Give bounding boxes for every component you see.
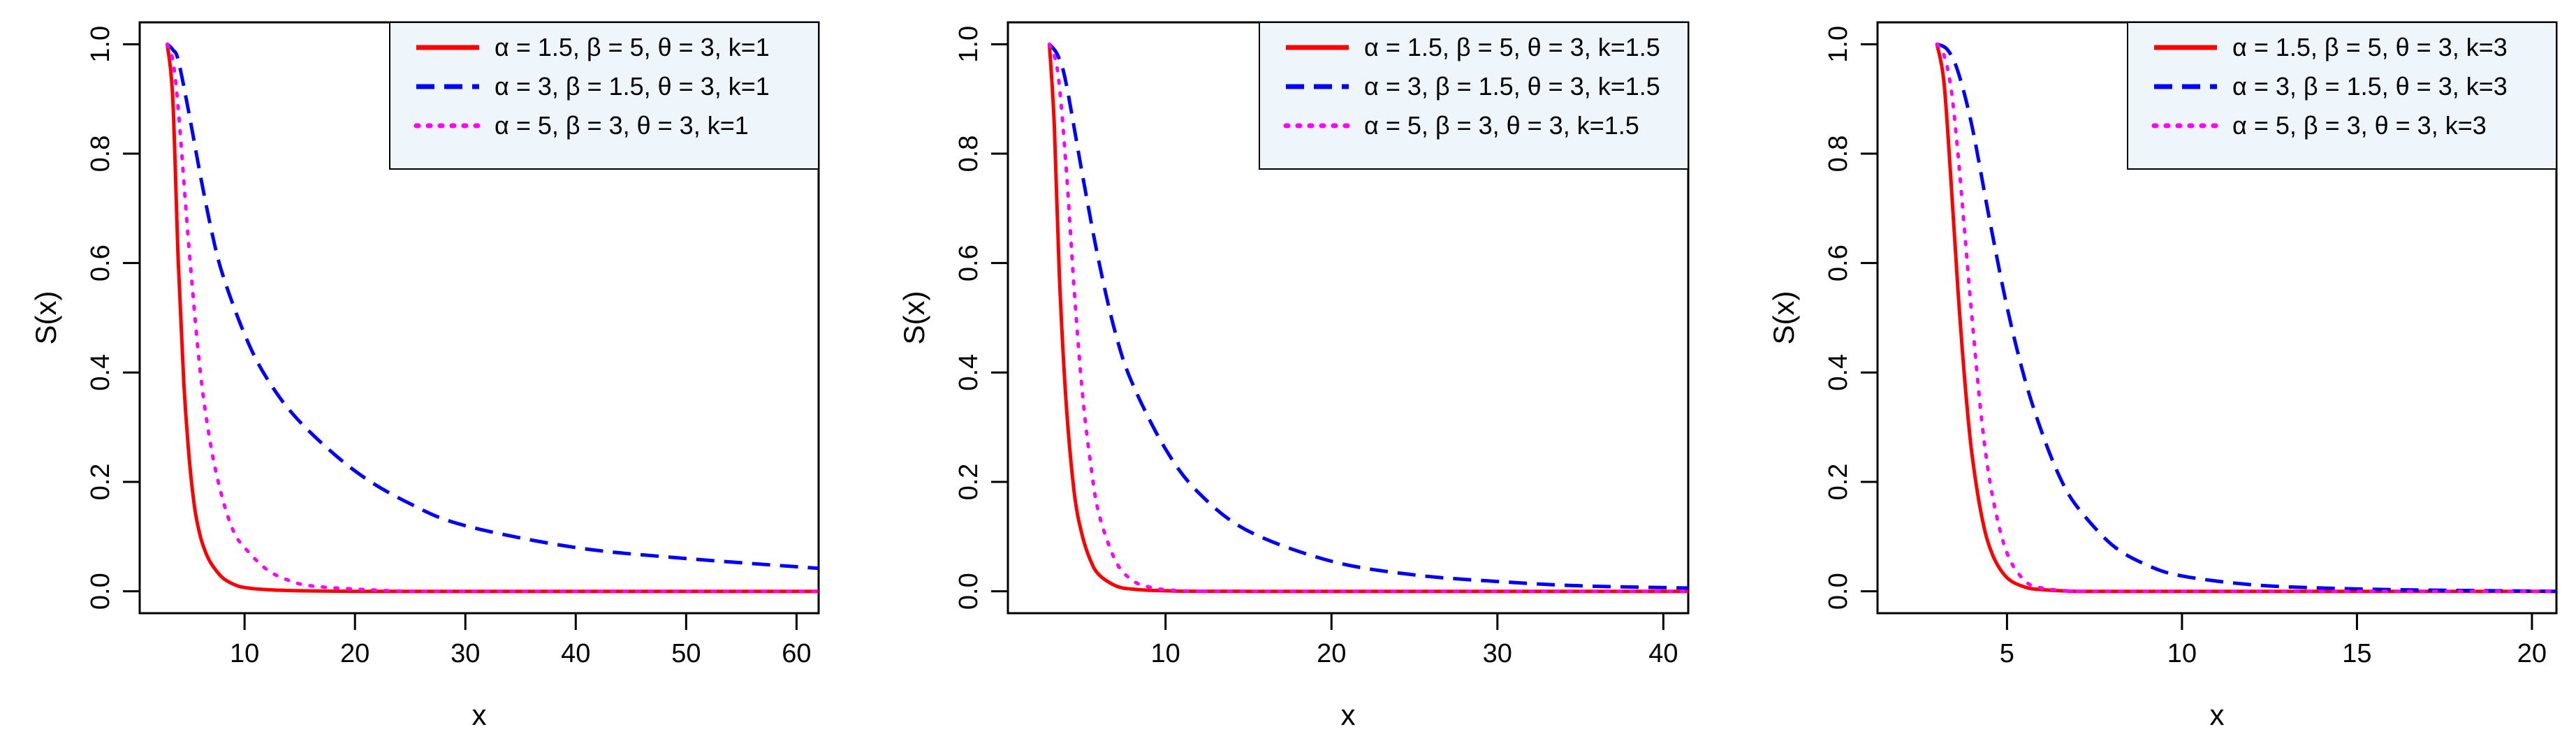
panel-2: 0.0 0.2 0.4 0.6 0.8 1.0 10 20 30 40 x S(x) α = 1.5, … — [898, 21, 1690, 731]
series-line-1 — [1935, 43, 2556, 594]
legend: α = 1.5, β = 5, θ = 3, k=3 α = 3, β = 1.5… — [2127, 22, 2557, 170]
legend: α = 1.5, β = 5, θ = 3, k=1 α = 3, β = 1.5… — [389, 22, 819, 170]
x-tick-label: 20 — [2517, 639, 2547, 668]
panel-1: 0.0 0.2 0.4 0.6 0.8 1.0 10 20 30 40 50 60 x S(x) α = 1… — [29, 21, 820, 731]
y-tick-label: 1.0 — [954, 26, 983, 63]
legend-label: α = 3, β = 1.5, θ = 3, k=1.5 — [1364, 72, 1660, 101]
y-axis-label: S(x) — [29, 291, 62, 345]
x-tick-label: 30 — [451, 639, 480, 668]
x-tick-label: 20 — [340, 639, 369, 668]
y-tick-label: 0.2 — [86, 464, 115, 501]
legend-label: α = 1.5, β = 5, θ = 3, k=1.5 — [1364, 33, 1660, 61]
legend-label: α = 1.5, β = 5, θ = 3, k=3 — [2232, 33, 2508, 61]
series-line-1 — [166, 44, 819, 594]
x-axis-label: x — [2210, 698, 2225, 731]
y-tick-label: 0.0 — [954, 573, 983, 610]
legend-label: α = 5, β = 3, θ = 3, k=3 — [2232, 111, 2487, 140]
x-axis-label: x — [1341, 698, 1356, 731]
x-axis-label: x — [472, 698, 487, 731]
y-axis-label: S(x) — [1767, 291, 1800, 345]
x-tick-label: 50 — [671, 639, 701, 668]
y-tick-label: 1.0 — [86, 26, 115, 63]
x-tick-label: 10 — [230, 639, 259, 668]
y-tick-label: 0.4 — [86, 354, 115, 391]
x-tick-label: 20 — [1317, 639, 1346, 668]
y-tick-label: 0.8 — [954, 135, 983, 173]
series-line-3 — [166, 42, 819, 594]
x-tick-label: 30 — [1483, 639, 1512, 668]
y-tick-label: 0.0 — [1824, 573, 1853, 610]
y-tick-label: 0.6 — [1824, 244, 1853, 281]
y-tick-label: 0.6 — [86, 244, 115, 281]
series-line-2 — [1048, 43, 1688, 590]
x-tick-label: 10 — [1151, 639, 1180, 668]
y-tick-label: 0.0 — [86, 573, 115, 610]
legend: α = 1.5, β = 5, θ = 3, k=1.5 α = 3, β = 1… — [1259, 22, 1689, 170]
series-line-2 — [1936, 42, 2556, 594]
legend-label: α = 5, β = 3, θ = 3, k=1.5 — [1364, 111, 1639, 140]
legend-label: α = 1.5, β = 5, θ = 3, k=1 — [495, 33, 770, 61]
x-tick-label: 60 — [782, 639, 811, 668]
y-tick-label: 0.2 — [954, 464, 983, 501]
x-tick-label: 10 — [2167, 639, 2197, 668]
y-tick-label: 0.4 — [954, 354, 983, 391]
panel-3: 0.0 0.2 0.4 0.6 0.8 1.0 5 10 15 20 x S(x) α = 1.5, β… — [1767, 21, 2558, 731]
y-axis-label: S(x) — [898, 291, 930, 345]
y-tick-label: 0.2 — [1824, 464, 1853, 501]
legend-label: α = 3, β = 1.5, θ = 3, k=1 — [495, 72, 770, 101]
series-line-1 — [1047, 44, 1688, 594]
legend-label: α = 5, β = 3, θ = 3, k=1 — [495, 111, 749, 140]
series-line-3 — [1047, 42, 1688, 594]
x-tick-label: 15 — [2342, 639, 2371, 668]
y-tick-label: 1.0 — [1824, 26, 1853, 63]
y-tick-label: 0.8 — [1824, 135, 1853, 173]
legend-label: α = 3, β = 1.5, θ = 3, k=3 — [2232, 72, 2508, 101]
y-tick-label: 0.4 — [1824, 354, 1853, 391]
y-tick-label: 0.8 — [86, 135, 115, 173]
x-tick-label: 5 — [2000, 639, 2014, 668]
x-tick-label: 40 — [561, 639, 590, 668]
x-tick-label: 40 — [1648, 639, 1678, 668]
y-tick-label: 0.6 — [954, 244, 983, 281]
